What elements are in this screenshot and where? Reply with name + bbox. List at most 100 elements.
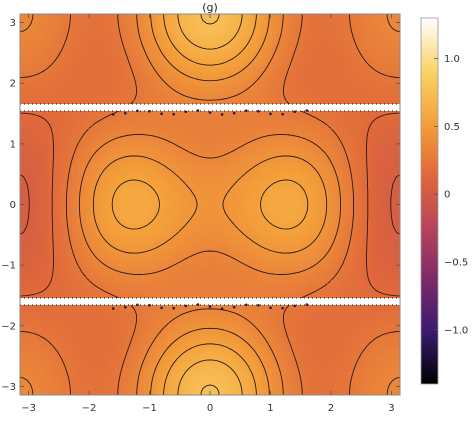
heatmap-cell <box>91 256 97 263</box>
heatmap-cell <box>77 47 83 53</box>
heatmap-cell <box>262 56 268 63</box>
heatmap-cell <box>200 23 206 29</box>
heatmap-cell <box>195 328 202 334</box>
heatmap-cell <box>77 223 83 229</box>
heatmap-cell <box>81 61 88 67</box>
heatmap-cell <box>262 247 268 253</box>
heatmap-cell <box>29 166 35 172</box>
heatmap-cell <box>81 152 88 158</box>
heatmap-cell <box>134 61 140 67</box>
heatmap-cell <box>43 199 50 206</box>
heatmap-cell <box>181 33 187 39</box>
heatmap-cell <box>290 294 297 301</box>
heatmap-cell <box>205 85 211 91</box>
heatmap-cell <box>119 285 126 291</box>
heatmap-cell <box>105 275 111 282</box>
heatmap-cell <box>72 137 78 144</box>
heatmap-cell <box>162 161 168 167</box>
heatmap-cell <box>248 366 254 372</box>
heatmap-cell <box>105 28 111 34</box>
heatmap-cell <box>305 71 311 77</box>
heatmap-cell <box>134 275 140 282</box>
heatmap-cell <box>267 214 273 220</box>
heatmap-cell <box>210 333 216 339</box>
heatmap-cell <box>53 75 59 82</box>
heatmap-cell <box>110 366 116 372</box>
heatmap-cell <box>181 133 187 139</box>
heatmap-cell <box>81 42 88 48</box>
heatmap-cell <box>81 56 88 63</box>
heatmap-cell <box>281 356 287 363</box>
heatmap-cell <box>29 223 35 229</box>
heatmap-cell <box>238 275 244 282</box>
heatmap-cell <box>129 180 135 187</box>
heatmap-cell <box>214 304 221 310</box>
heatmap-cell <box>281 28 287 34</box>
heatmap-cell <box>214 52 221 58</box>
heatmap-cell <box>252 37 259 44</box>
heatmap-cell <box>219 304 225 310</box>
heatmap-cell <box>134 142 140 148</box>
heatmap-cell <box>134 223 140 229</box>
heatmap-cell <box>219 261 225 268</box>
heatmap-cell <box>81 118 88 125</box>
heatmap-cell <box>248 294 254 301</box>
heatmap-cell <box>176 337 183 344</box>
heatmap-cell <box>119 14 126 20</box>
heatmap-cell <box>200 52 206 58</box>
heatmap-cell <box>191 366 197 372</box>
heatmap-cell <box>110 109 116 115</box>
heatmap-cell <box>119 347 126 353</box>
heatmap-cell <box>62 175 69 182</box>
heatmap-cell <box>43 23 50 29</box>
heatmap-cell <box>295 42 301 48</box>
heatmap-cell <box>205 314 211 320</box>
heatmap-cell <box>271 233 278 239</box>
heatmap-cell <box>210 342 216 348</box>
heatmap-cell <box>134 185 140 191</box>
heatmap-cell <box>148 352 154 358</box>
heatmap-cell <box>286 333 292 339</box>
heatmap-cell <box>81 261 88 268</box>
heatmap-cell <box>276 190 282 196</box>
heatmap-cell <box>134 218 140 225</box>
heatmap-cell <box>248 52 254 58</box>
heatmap-cell <box>214 371 221 377</box>
heatmap-cell <box>248 123 254 129</box>
heatmap-cell <box>300 223 306 229</box>
heatmap-cell <box>224 333 230 339</box>
heatmap-cell <box>243 56 249 63</box>
heatmap-cell <box>29 171 35 177</box>
heatmap-cell <box>77 266 83 272</box>
heatmap-cell <box>281 261 287 268</box>
heatmap-cell <box>58 347 64 353</box>
heatmap-cell <box>267 147 273 153</box>
heatmap-cell <box>176 175 183 182</box>
heatmap-cell <box>243 171 249 177</box>
heatmap-cell <box>243 252 249 258</box>
heatmap-cell <box>115 23 121 29</box>
heatmap-cell <box>195 271 202 277</box>
heatmap-cell <box>39 304 45 310</box>
heatmap-cell <box>53 328 59 334</box>
heatmap-cell <box>138 61 145 67</box>
heatmap-cell <box>20 390 26 395</box>
heatmap-cell <box>286 180 292 187</box>
heatmap-cell <box>124 118 130 125</box>
heatmap-cell <box>53 142 59 148</box>
heatmap-cell <box>34 161 40 167</box>
heatmap-cell <box>195 42 202 48</box>
heatmap-cell <box>119 256 126 263</box>
heatmap-cell <box>53 375 59 382</box>
heatmap-cell <box>238 218 244 225</box>
heatmap-cell <box>62 42 69 48</box>
heatmap-cell <box>243 371 249 377</box>
heatmap-cell <box>81 161 88 167</box>
heatmap-cell <box>91 66 97 72</box>
heatmap-cell <box>219 99 225 106</box>
heatmap-cell <box>119 99 126 106</box>
heatmap-cell <box>58 23 64 29</box>
heatmap-cell <box>100 161 107 167</box>
heatmap-cell <box>157 228 164 234</box>
heatmap-cell <box>24 304 31 310</box>
